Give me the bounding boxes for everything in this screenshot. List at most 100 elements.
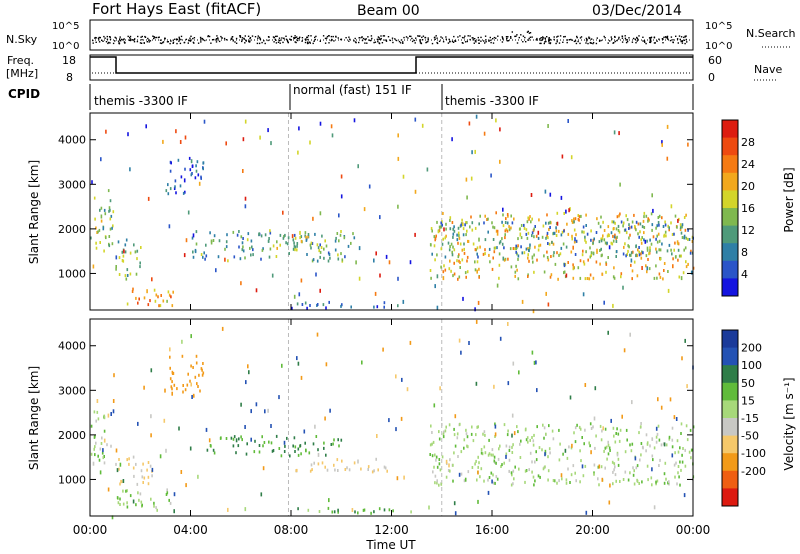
data-cell <box>99 241 101 244</box>
data-cell <box>648 267 651 271</box>
nsky-point <box>586 38 588 40</box>
data-cell <box>498 276 500 280</box>
data-cell <box>666 156 669 161</box>
nsky-point <box>230 37 233 40</box>
x-axis-label: Time UT <box>365 538 416 552</box>
data-cell <box>348 468 351 472</box>
data-cell <box>549 451 551 455</box>
data-cell <box>147 482 150 486</box>
data-cell <box>212 239 215 242</box>
data-cell <box>614 473 617 477</box>
data-cell <box>453 272 456 276</box>
data-cell <box>134 250 137 254</box>
data-cell <box>529 451 532 455</box>
data-cell <box>218 239 221 243</box>
data-cell <box>463 247 465 251</box>
nsky-point <box>514 35 516 38</box>
nsky-point <box>510 36 512 38</box>
data-cell <box>244 204 247 209</box>
data-cell <box>622 285 624 290</box>
nsky-point <box>461 36 464 39</box>
data-cell <box>491 448 494 452</box>
nsky-point <box>600 39 602 42</box>
data-cell <box>457 231 460 235</box>
data-cell <box>337 508 339 512</box>
data-cell <box>245 452 248 456</box>
data-cell <box>571 443 573 448</box>
nsky-point <box>241 37 244 39</box>
data-cell <box>683 216 686 219</box>
nsky-point <box>98 36 100 39</box>
nsky-point <box>488 40 490 42</box>
data-cell <box>541 448 543 452</box>
nsky-point <box>297 39 299 42</box>
nsky-point <box>107 42 109 45</box>
data-cell <box>244 119 247 124</box>
data-cell <box>477 300 480 305</box>
data-cell <box>622 221 625 225</box>
data-cell <box>168 224 171 229</box>
data-cell <box>670 248 672 252</box>
data-cell <box>240 435 242 439</box>
nsky-point <box>268 36 270 38</box>
data-cell <box>670 221 672 225</box>
data-cell <box>246 442 248 446</box>
data-cell <box>553 231 555 235</box>
nsky-point <box>557 35 559 37</box>
data-cell <box>341 459 343 463</box>
data-cell <box>616 451 619 455</box>
nsky-point <box>376 38 379 40</box>
data-cell <box>103 438 106 443</box>
data-cell <box>599 424 602 428</box>
data-cell <box>169 187 172 191</box>
data-cell <box>436 479 438 483</box>
data-cell <box>604 427 607 431</box>
nsky-point <box>436 42 439 45</box>
data-cell <box>121 250 124 254</box>
data-cell <box>565 245 568 249</box>
nsky-point <box>528 32 531 34</box>
nsky-point <box>97 37 100 39</box>
data-cell <box>643 226 646 229</box>
data-cell <box>687 142 689 147</box>
nsky-point <box>477 39 480 41</box>
data-cell <box>264 409 266 414</box>
data-cell <box>252 248 254 252</box>
nsky-point <box>337 37 339 39</box>
data-cell <box>296 242 299 245</box>
data-cell <box>283 440 286 445</box>
data-cell <box>679 446 681 450</box>
data-cell <box>603 238 606 242</box>
data-cell <box>227 507 229 512</box>
cpid-segment-3: themis -3300 IF <box>445 94 539 108</box>
data-cell <box>371 470 374 474</box>
nsky-point <box>178 36 180 38</box>
nsky-point <box>176 42 178 45</box>
cpid-segment-2: normal (fast) 151 IF <box>293 83 412 97</box>
data-cell <box>516 246 518 250</box>
data-cell <box>451 221 454 224</box>
data-cell <box>140 469 143 473</box>
nsky-point <box>220 35 222 38</box>
data-cell <box>484 248 486 252</box>
data-cell <box>450 269 452 273</box>
nsky-point <box>319 40 321 42</box>
data-cell <box>436 253 438 257</box>
nsky-point <box>159 39 162 41</box>
data-cell <box>623 245 625 249</box>
nsky-point <box>411 40 414 43</box>
data-cell <box>671 453 674 458</box>
data-cell <box>401 377 403 382</box>
data-cell <box>544 189 547 194</box>
data-cell <box>578 218 580 222</box>
data-cell <box>488 476 491 479</box>
data-cell <box>448 463 450 468</box>
data-cell <box>100 206 103 210</box>
data-cell <box>683 493 686 498</box>
data-cell <box>182 191 185 195</box>
data-cell <box>548 424 550 428</box>
nsky-point <box>485 41 487 43</box>
data-cell <box>677 242 680 246</box>
data-cell <box>508 458 511 462</box>
data-cell <box>487 453 490 457</box>
